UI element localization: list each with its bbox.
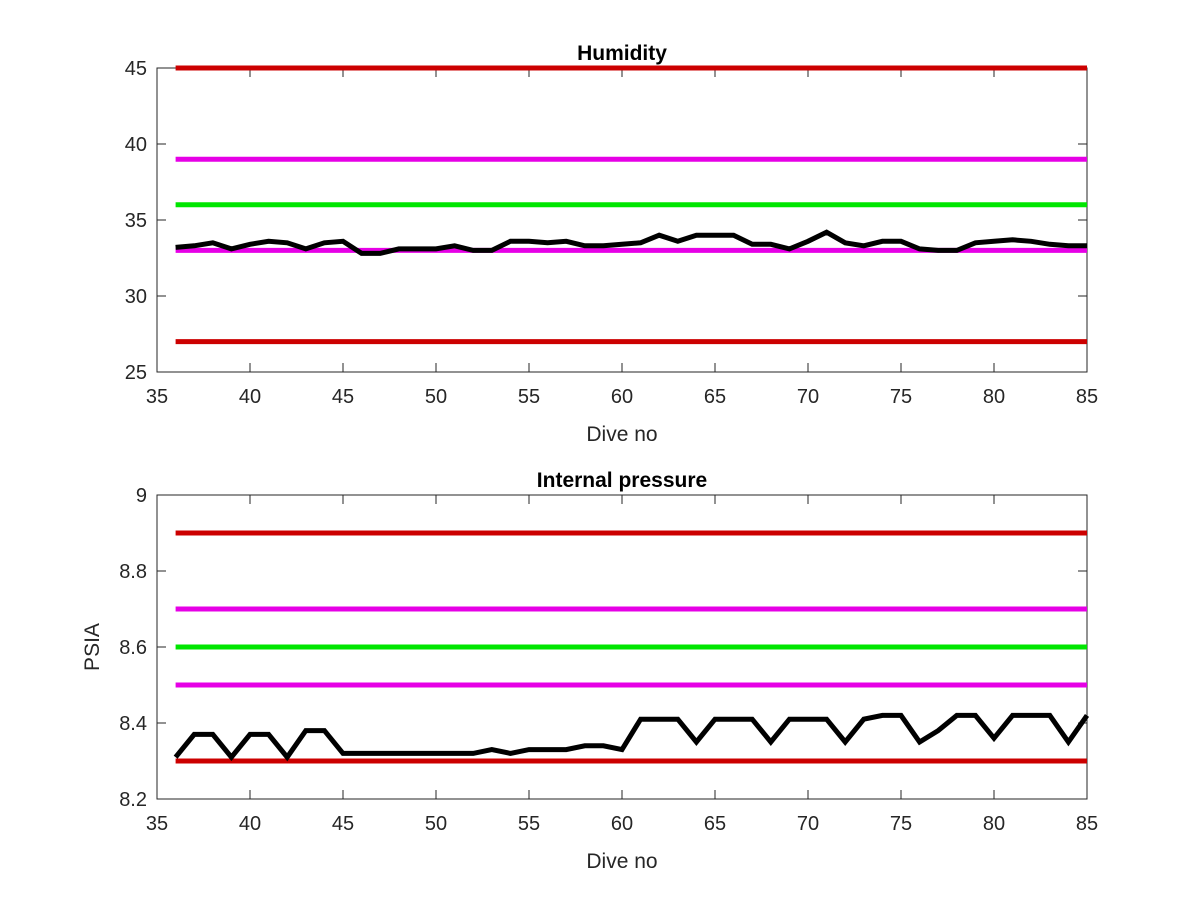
y-tick-label: 35	[125, 210, 147, 232]
x-axis-label: Dive no	[586, 850, 657, 873]
x-tick-label: 75	[890, 386, 912, 408]
y-tick-label: 8.8	[119, 561, 147, 583]
x-tick-label: 40	[239, 386, 261, 408]
x-tick-label: 70	[797, 813, 819, 835]
x-tick-label: 70	[797, 386, 819, 408]
y-tick-label: 45	[125, 58, 147, 80]
x-tick-label: 85	[1076, 386, 1098, 408]
x-tick-label: 40	[239, 813, 261, 835]
y-axis-label: PSIA	[81, 623, 104, 671]
y-tick-label: 9	[136, 485, 147, 507]
x-tick-label: 55	[518, 386, 540, 408]
chart-title: Humidity	[577, 42, 667, 65]
x-tick-label: 45	[332, 386, 354, 408]
x-tick-label: 85	[1076, 813, 1098, 835]
x-tick-label: 65	[704, 386, 726, 408]
chart-title: Internal pressure	[537, 469, 707, 492]
x-tick-label: 80	[983, 813, 1005, 835]
x-axis-label: Dive no	[586, 423, 657, 446]
y-tick-label: 40	[125, 134, 147, 156]
y-tick-label: 30	[125, 286, 147, 308]
x-tick-label: 60	[611, 386, 633, 408]
x-tick-label: 35	[146, 813, 168, 835]
x-tick-label: 35	[146, 386, 168, 408]
y-tick-label: 8.6	[119, 637, 147, 659]
internal-pressure-chart: 35 40 45 50 55 60 65 70 75 80 85 8.2 8.4 8.6 8.8 9 Inter…	[81, 469, 1098, 873]
x-tick-label: 75	[890, 813, 912, 835]
x-tick-label: 50	[425, 386, 447, 408]
x-tick-label: 50	[425, 813, 447, 835]
x-tick-label: 65	[704, 813, 726, 835]
y-tick-label: 8.4	[119, 713, 147, 735]
data-series-line	[173, 712, 1090, 762]
x-tick-label: 55	[518, 813, 540, 835]
x-tick-label: 60	[611, 813, 633, 835]
x-tick-label: 80	[983, 386, 1005, 408]
x-tick-label: 45	[332, 813, 354, 835]
y-tick-label: 25	[125, 362, 147, 384]
humidity-chart: 35 40 45 50 55 60 65 70 75 80 85 25 30 35 40 45 Humidity…	[125, 42, 1098, 446]
data-series-line	[175, 229, 1087, 256]
y-tick-label: 8.2	[119, 789, 147, 811]
